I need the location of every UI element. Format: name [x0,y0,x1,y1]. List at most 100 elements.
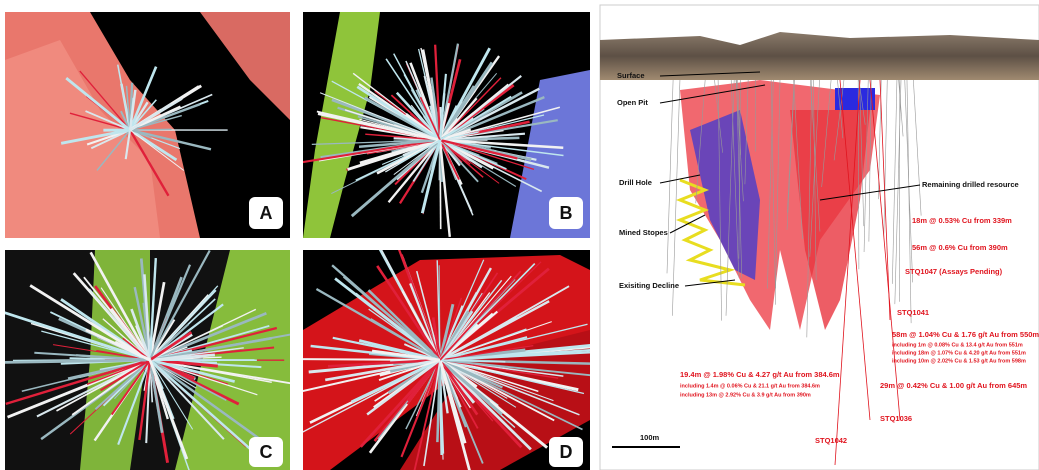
panel-label: C [249,437,283,467]
drill-trace [413,359,441,470]
drill-trace [138,359,152,441]
drill-trace [439,297,463,361]
section-view [599,4,1039,470]
drill-trace [868,79,872,242]
drill-trace [85,110,131,131]
drill-trace [358,138,441,149]
drill-trace [420,139,442,214]
drill-trace [128,89,137,131]
drill-trace [438,303,455,361]
drill-trace [129,97,183,131]
drill-trace [767,79,774,289]
drill-trace [124,129,132,160]
drill-trace [892,79,898,284]
drill-trace [52,344,151,361]
drill-trace [439,349,590,362]
feature-label: Open Pit [617,98,648,107]
drill-trace [129,99,157,131]
drill-holes [666,79,922,466]
drill-trace [149,308,257,361]
intercept-detail: including 1m @ 0.08% Cu & 13.4 g/t Au fr… [892,342,1023,348]
drill-trace [806,79,813,338]
drill-trace [859,79,865,227]
drill-trace [401,254,441,361]
drill-trace [86,359,151,386]
drill-trace [439,95,512,141]
drill-trace [869,79,901,421]
drill-trace [371,349,441,362]
drill-trace [438,139,451,237]
drill-trace [439,359,508,399]
drill-trace [130,308,152,361]
drill-trace [735,79,744,202]
drill-trace [833,79,845,161]
panel-label: A [249,197,283,229]
intercept-detail: including 10m @ 2.02% Cu & 1.53 g/t Au f… [892,358,1026,364]
drill-trace [117,64,131,131]
drill-trace [129,128,172,131]
drill-trace [344,109,441,141]
drill-trace [793,79,803,239]
drill-trace [129,129,185,171]
drill-trace [378,359,441,381]
drill-trace [439,139,507,170]
drill-trace [5,358,151,364]
drill-trace [438,73,447,141]
drill-trace [439,358,503,416]
drill-trace [129,128,212,151]
drill-trace [5,311,151,362]
drill-trace [403,74,441,141]
drill-trace [90,129,131,150]
drill-trace [439,323,588,361]
drill-trace [149,359,262,441]
scale-label: 100m [640,433,660,442]
drill-trace [385,58,441,141]
drill-trace [120,110,131,131]
labels: A B C D Surface Open Pit Drill Hole Mine… [249,71,1039,467]
drill-trace [439,359,583,431]
drill-trace [436,359,442,443]
drill-trace [89,251,152,361]
drill-trace [786,79,795,230]
drill-trace [839,79,871,421]
intercept: 56m @ 0.6% Cu from 390m [912,243,1008,252]
drill-trace [85,328,151,362]
drill-trace [821,79,832,188]
drill-trace [347,138,441,171]
drill-trace [439,138,564,150]
feature-label: Exisiting Decline [619,281,679,290]
drill-trace [439,359,494,422]
panel-letter: B [560,203,573,223]
drill-trace [366,358,441,416]
drill-trace [365,133,441,141]
drill-trace [76,354,151,362]
drill-trace [148,281,166,361]
drill-trace [5,358,151,406]
drill-trace [350,358,441,404]
panel-label: D [549,437,583,467]
drill-trace [407,359,442,402]
drill-trace [863,79,869,253]
drill-trace [439,139,483,169]
drill-trace [65,77,131,132]
drill-trace [149,359,194,430]
panel-d [303,250,590,470]
drill-trace [350,138,441,218]
drill-trace [148,264,192,361]
drill-trace [736,79,743,279]
panel-letter: A [260,203,273,223]
intercept-detail: including 13m @ 2.92% Cu & 3.9 g/t Au fr… [680,392,811,398]
panel-b [303,12,590,238]
drill-trace [439,117,459,141]
drill-trace [41,330,151,361]
drill-trace [439,259,485,361]
drill-trace [149,359,225,440]
drill-trace [737,79,742,156]
drill-trace [412,139,441,182]
drill-trace [149,333,290,361]
drill-trace [439,321,552,361]
drill-trace [730,79,740,278]
drill-trace [883,79,888,237]
drill-trace [393,139,441,176]
drill-trace [149,319,176,361]
